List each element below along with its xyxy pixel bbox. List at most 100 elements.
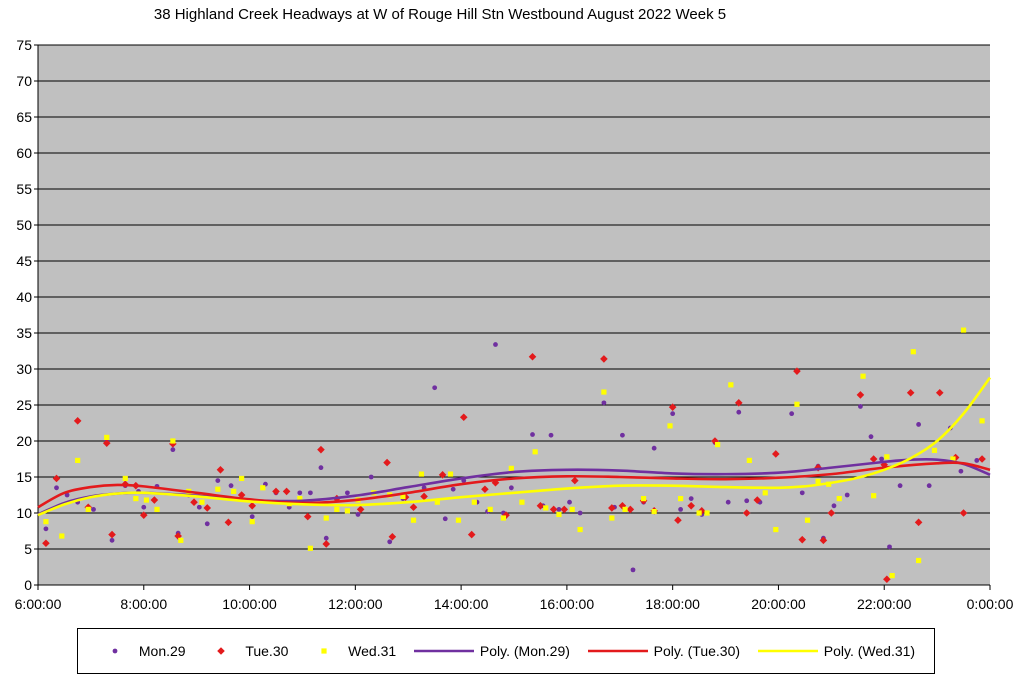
data-point-mon-29 xyxy=(204,521,210,527)
data-point-mon-29 xyxy=(958,468,964,474)
data-point-wed-31 xyxy=(487,506,493,512)
data-point-mon-29 xyxy=(651,445,657,451)
data-point-tue-30 xyxy=(734,399,743,407)
legend-key xyxy=(587,645,648,657)
data-point-mon-29 xyxy=(789,411,795,417)
data-point-mon-29 xyxy=(879,456,884,462)
data-point-wed-31 xyxy=(307,545,313,551)
x-tick-label: 20:00:00 xyxy=(751,596,806,612)
data-point-tue-30 xyxy=(248,502,256,510)
data-point-wed-31 xyxy=(543,505,549,511)
data-point-wed-31 xyxy=(871,493,877,499)
data-point-wed-31 xyxy=(622,506,628,512)
data-point-mon-29 xyxy=(345,490,350,496)
data-point-wed-31 xyxy=(704,510,710,516)
legend-marker-swatch xyxy=(112,648,118,654)
data-point-tue-30 xyxy=(793,367,801,375)
data-point-tue-30 xyxy=(303,512,312,521)
data-point-mon-29 xyxy=(601,400,607,406)
data-point-tue-30 xyxy=(906,388,915,397)
data-point-wed-31 xyxy=(916,557,922,564)
data-point-mon-29 xyxy=(858,404,863,409)
data-point-tue-30 xyxy=(459,413,468,422)
x-tick-label: 14:00:00 xyxy=(434,596,489,612)
data-point-mon-29 xyxy=(725,499,731,505)
data-point-wed-31 xyxy=(143,497,150,503)
data-point-tue-30 xyxy=(959,509,968,517)
data-point-mon-29 xyxy=(43,526,49,532)
data-point-wed-31 xyxy=(122,475,128,482)
legend-key xyxy=(203,645,239,657)
plot-background xyxy=(38,45,990,585)
data-point-tue-30 xyxy=(224,518,233,527)
data-point-wed-31 xyxy=(43,519,49,525)
data-point-mon-29 xyxy=(744,498,750,504)
x-tick-label: 16:00:00 xyxy=(540,596,595,612)
data-point-mon-29 xyxy=(442,516,448,522)
data-point-wed-31 xyxy=(170,438,176,444)
data-point-wed-31 xyxy=(815,478,821,484)
data-point-wed-31 xyxy=(334,506,340,512)
data-point-wed-31 xyxy=(434,499,440,505)
data-point-tue-30 xyxy=(102,439,111,447)
data-point-mon-29 xyxy=(736,409,742,415)
data-point-wed-31 xyxy=(728,382,734,388)
y-tick-label: 50 xyxy=(16,217,32,233)
data-point-tue-30 xyxy=(174,532,182,540)
legend-label: Poly. (Tue.30) xyxy=(653,643,741,659)
y-tick-label: 60 xyxy=(16,145,32,161)
data-point-mon-29 xyxy=(508,485,514,491)
data-point-wed-31 xyxy=(59,533,65,539)
data-point-mon-29 xyxy=(620,432,625,438)
data-point-wed-31 xyxy=(471,499,477,505)
data-point-tue-30 xyxy=(73,417,82,425)
data-point-tue-30 xyxy=(560,505,569,514)
x-tick-label: 6:00:00 xyxy=(15,596,62,612)
data-point-tue-30 xyxy=(139,511,148,519)
data-point-wed-31 xyxy=(696,510,702,516)
data-point-wed-31 xyxy=(508,465,514,471)
data-point-tue-30 xyxy=(272,487,280,496)
data-point-mon-29 xyxy=(897,483,903,489)
data-point-wed-31 xyxy=(609,515,615,521)
data-point-wed-31 xyxy=(715,442,721,448)
legend-item: Wed.31 xyxy=(306,643,396,659)
data-point-tue-30 xyxy=(528,352,537,361)
trendline-poly-wed-31 xyxy=(37,376,992,517)
data-point-tue-30 xyxy=(203,504,212,512)
data-point-mon-29 xyxy=(387,539,393,545)
data-point-wed-31 xyxy=(231,488,237,494)
data-point-wed-31 xyxy=(323,515,329,521)
data-point-tue-30 xyxy=(549,505,558,514)
data-point-wed-31 xyxy=(75,457,81,464)
data-point-tue-30 xyxy=(711,437,719,445)
data-point-wed-31 xyxy=(500,515,507,521)
data-point-wed-31 xyxy=(804,517,811,523)
data-point-tue-30 xyxy=(356,505,365,514)
data-point-mon-29 xyxy=(831,503,837,509)
data-point-wed-31 xyxy=(794,401,800,407)
data-point-wed-31 xyxy=(960,327,967,333)
data-point-wed-31 xyxy=(556,511,562,518)
data-point-tue-30 xyxy=(883,575,891,584)
data-point-mon-29 xyxy=(530,432,535,437)
data-point-tue-30 xyxy=(388,532,397,541)
data-point-wed-31 xyxy=(773,526,779,533)
data-point-tue-30 xyxy=(536,502,545,510)
data-point-wed-31 xyxy=(85,506,91,512)
legend-label: Wed.31 xyxy=(348,643,397,659)
data-point-tue-30 xyxy=(687,502,695,510)
data-point-tue-30 xyxy=(856,391,865,399)
data-point-tue-30 xyxy=(282,487,291,496)
legend-key xyxy=(757,645,818,657)
data-point-tue-30 xyxy=(819,536,828,545)
legend-label: Poly. (Mon.29) xyxy=(479,643,570,659)
legend-item: Poly. (Mon.29) xyxy=(413,643,570,659)
legend: Mon.29 Tue.30 Wed.31 Poly. (Mon.29) Poly. (T… xyxy=(77,628,935,674)
y-tick-label: 70 xyxy=(16,73,32,89)
data-point-wed-31 xyxy=(400,493,406,500)
data-point-mon-29 xyxy=(556,507,562,512)
y-tick-label: 10 xyxy=(16,505,32,521)
data-point-wed-31 xyxy=(447,471,454,477)
data-point-mon-29 xyxy=(249,514,255,519)
